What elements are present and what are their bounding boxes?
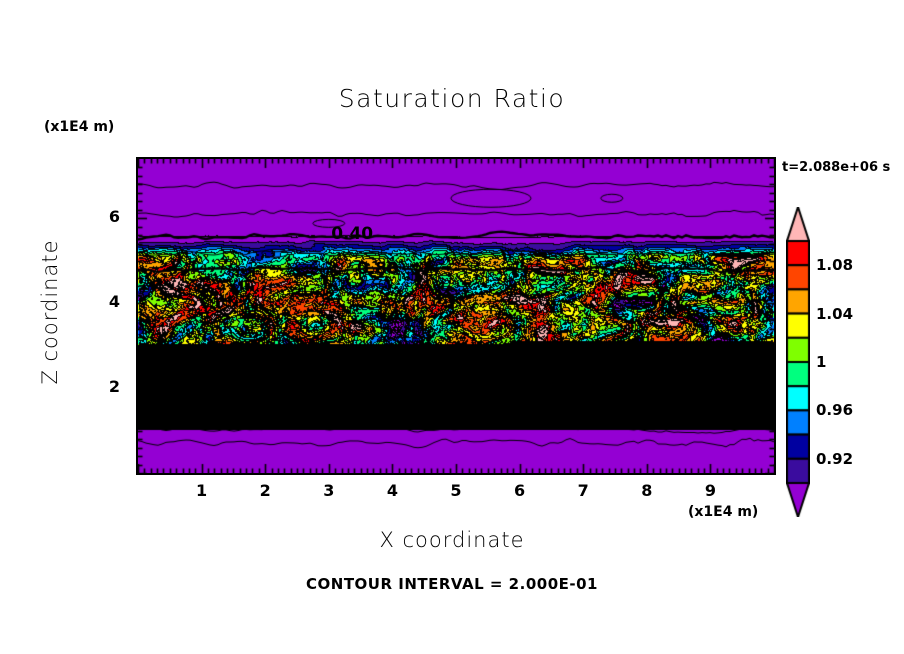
x-tick-label: 1 xyxy=(196,481,208,500)
contour-plot-area[interactable] xyxy=(136,157,776,475)
x-tick-label: 3 xyxy=(323,481,335,500)
x-tick-label: 7 xyxy=(577,481,589,500)
contour-value-label: 0.40 xyxy=(331,223,374,244)
y-tick-label: 2 xyxy=(108,377,120,397)
contour-value-label: 0.80 xyxy=(356,258,399,279)
x-axis-title: X coordinate xyxy=(379,528,525,552)
y-tick-label: 4 xyxy=(108,292,120,312)
colorbar-tick-label: 1 xyxy=(816,353,827,371)
contour-value-label: 0.80 xyxy=(350,392,393,413)
x-tick-label: 2 xyxy=(259,481,271,500)
z-axis-unit-label: (x1E4 m) xyxy=(44,119,115,135)
colorbar[interactable] xyxy=(786,207,810,517)
colorbar-gradient xyxy=(786,207,810,517)
contour-interval-caption: CONTOUR INTERVAL = 2.000E-01 xyxy=(306,575,598,593)
time-stamp-label: t=2.088e+06 s xyxy=(782,160,891,175)
x-tick-label: 8 xyxy=(641,481,653,500)
x-tick-label: 5 xyxy=(450,481,462,500)
colorbar-tick-label: 1.08 xyxy=(816,256,854,275)
x-axis-unit-label: (x1E4 m) xyxy=(688,504,759,520)
y-tick-label: 6 xyxy=(108,207,120,227)
contour-value-label: 0.40 xyxy=(347,406,390,427)
x-tick-label: 9 xyxy=(704,481,716,500)
colorbar-tick-label: 0.96 xyxy=(816,401,854,420)
y-axis-title: Z coordinate xyxy=(38,239,62,385)
page-title: Saturation Ratio xyxy=(338,84,566,113)
x-tick-label: 4 xyxy=(386,481,398,500)
colorbar-tick-label: 0.92 xyxy=(816,449,854,468)
axis-tick-marks xyxy=(138,159,774,473)
x-tick-label: 6 xyxy=(514,481,526,500)
colorbar-tick-label: 1.04 xyxy=(816,304,854,323)
